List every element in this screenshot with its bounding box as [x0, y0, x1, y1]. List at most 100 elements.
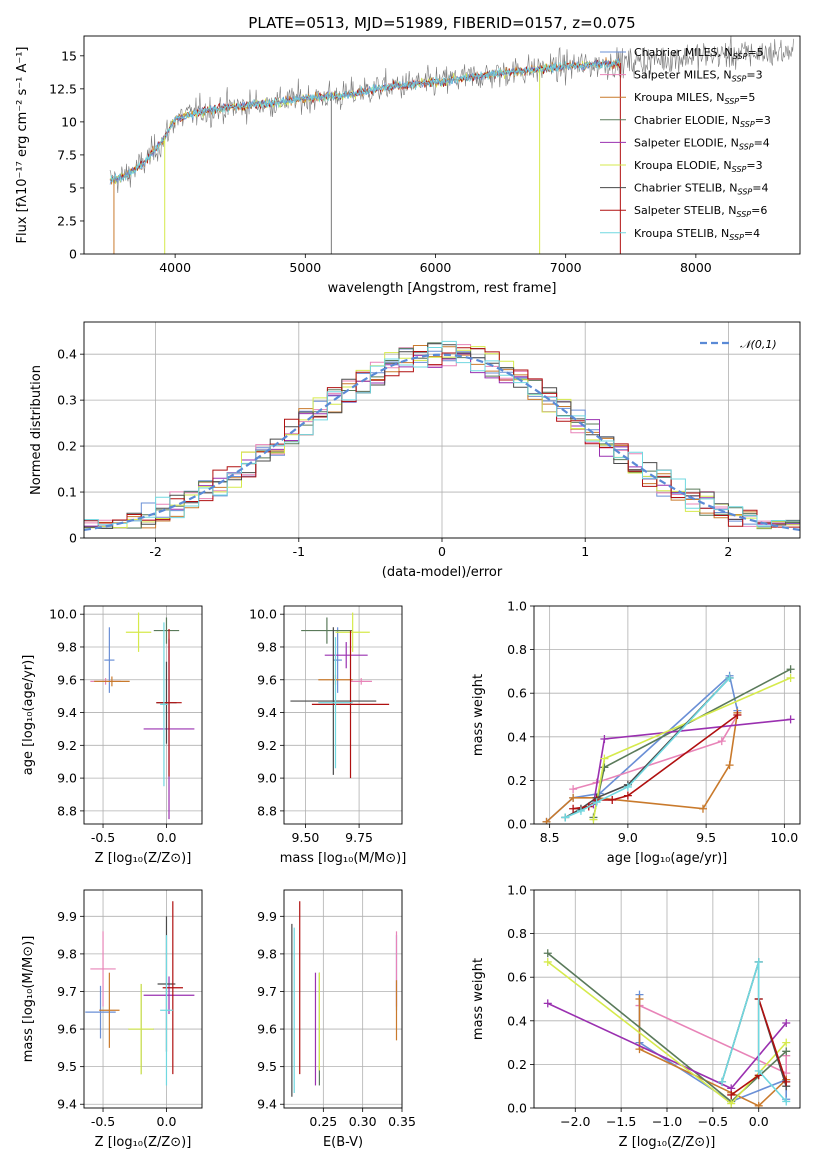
y-tick-label: 0 [69, 531, 77, 546]
y-tick-label: 2.5 [57, 213, 77, 228]
weight-marker [782, 1047, 791, 1056]
legend-label: Kroupa ELODIE, NSSP=3 [634, 159, 763, 174]
weight-marker [754, 1101, 763, 1108]
x-tick-label: 8.5 [540, 830, 560, 845]
y-tick-label: 9.9 [257, 909, 277, 924]
weight-series [545, 712, 739, 823]
x-tick-label: 0.35 [388, 1114, 416, 1129]
y-tick-label: 0.8 [507, 926, 527, 941]
y-tick-label: 0.0 [507, 1101, 527, 1116]
x-tick-label: 6000 [420, 260, 452, 275]
x-tick-label: 2 [724, 544, 732, 559]
y-tick-label: 0.2 [507, 1057, 527, 1072]
panel-z-weight: −2.0 −1.5 −1.0 −0.5 0.0 0.0 0.2 0.4 0.6 0.8 1.0 Z [… [471, 883, 801, 1150]
x-axis-label: mass [log₁₀(M/M⊙)] [280, 851, 407, 866]
weight-marker [561, 813, 570, 822]
plot-area-spectrum [109, 36, 794, 254]
x-tick-label: -0.5 [91, 1114, 115, 1129]
legend-label: Salpeter MILES, NSSP=3 [634, 69, 763, 84]
axes-frame [283, 889, 403, 1109]
x-tick-label: 0.0 [749, 1114, 769, 1129]
weight-series [592, 718, 791, 805]
y-tick-label: 9.5 [257, 1059, 277, 1074]
weight-marker [569, 793, 578, 802]
axes-frame [283, 605, 403, 825]
weight-marker [727, 1090, 736, 1099]
x-tick-label: −1.0 [652, 1114, 682, 1129]
x-tick-label: -1 [293, 544, 305, 559]
weight-marker [608, 796, 617, 805]
x-axis-label: age [log₁₀(age/yr)] [607, 851, 728, 866]
plot-area-z-age [90, 612, 195, 820]
y-axis-label: mass [log₁₀(M/M⊙)] [21, 936, 36, 1063]
weight-series [721, 961, 787, 1087]
y-tick-label: 0.2 [57, 439, 77, 454]
y-tick-label: 1.0 [507, 883, 527, 898]
weight-marker [782, 1077, 791, 1086]
axes-frame [83, 35, 801, 255]
weight-marker [543, 957, 552, 966]
weight-marker [576, 806, 585, 815]
y-tick-label: 15 [61, 48, 77, 63]
weight-marker [589, 815, 598, 824]
y-tick-label: 0.8 [507, 642, 527, 657]
y-tick-label: 0.3 [57, 393, 77, 408]
weight-marker [782, 1018, 791, 1027]
plot-area-ebv-mass [291, 901, 398, 1097]
y-axis-label: age [log₁₀(age/yr)] [21, 655, 36, 776]
weight-marker [754, 1066, 763, 1075]
y-tick-label: 0.2 [507, 773, 527, 788]
y-tick-label: 0.0 [507, 817, 527, 832]
legend-label: Salpeter STELIB, NSSP=6 [634, 204, 767, 219]
y-tick-label: 9.8 [257, 946, 277, 961]
y-tick-label: 9.7 [57, 984, 77, 999]
x-tick-label: 0 [438, 544, 446, 559]
x-axis-label: wavelength [Angstrom, rest frame] [328, 281, 557, 296]
y-axis-label: Flux [fλ10⁻¹⁷ erg cm⁻² s⁻¹ A⁻¹] [15, 47, 30, 244]
y-axis-label: mass weight [471, 674, 486, 756]
weight-marker [592, 798, 601, 807]
x-axis-label: Z [log₁₀(Z/Z⊙)] [619, 1135, 716, 1150]
y-tick-label: 9.6 [57, 672, 77, 687]
panel-mass-age: 9.50 9.75 8.8 9.0 9.2 9.4 9.6 9.8 10.0 mass [log₁… [249, 605, 407, 866]
legend-label: Kroupa STELIB, NSSP=4 [634, 227, 760, 242]
weight-marker [733, 711, 742, 719]
x-tick-label: 0.30 [349, 1114, 377, 1129]
x-tick-label: -2 [149, 544, 161, 559]
legend-label: Salpeter ELODIE, NSSP=4 [634, 136, 770, 151]
x-tick-label: 8000 [680, 260, 712, 275]
y-tick-label: 1.0 [507, 599, 527, 614]
panel-z-age: -0.5 0.0 8.8 9.0 9.2 9.4 9.6 9.8 10.0 Z [log₁₀(Z/… [21, 605, 203, 866]
weight-marker [754, 957, 763, 966]
x-tick-label: 4000 [159, 260, 191, 275]
panel-spectrum: Chabrier MILES, NSSP=5 Salpeter MILES, NS… [15, 35, 801, 296]
x-tick-label: 0.0 [157, 1114, 177, 1129]
axes-frame [83, 889, 203, 1109]
plot-area-mass-age [290, 612, 390, 779]
y-axis-label: Normed distribution [29, 365, 44, 495]
y-tick-label: 9.6 [257, 1022, 277, 1037]
x-tick-label: −2.0 [560, 1114, 590, 1129]
x-tick-label: 9.0 [618, 830, 638, 845]
x-axis-label: E(B-V) [323, 1135, 363, 1150]
x-tick-label: 9.75 [345, 830, 373, 845]
y-tick-label: 8.8 [257, 803, 277, 818]
spectrum-series [109, 58, 621, 185]
weight-marker [600, 754, 609, 763]
weight-marker [569, 785, 578, 794]
y-tick-label: 9.2 [57, 738, 77, 753]
spectrum-series [109, 57, 621, 185]
x-tick-label: -0.5 [91, 830, 115, 845]
y-tick-label: 9.4 [57, 705, 77, 720]
y-tick-label: 0.6 [507, 970, 527, 985]
x-tick-label: −0.5 [698, 1114, 728, 1129]
weight-marker [718, 1077, 727, 1086]
weight-marker [600, 734, 609, 743]
y-tick-label: 10 [61, 114, 77, 129]
weight-marker [725, 761, 734, 770]
weight-marker [782, 1097, 791, 1106]
y-tick-label: 9.8 [57, 946, 77, 961]
weight-marker [623, 791, 632, 800]
plot-area-residuals [84, 340, 800, 531]
x-tick-label: 5000 [289, 260, 321, 275]
